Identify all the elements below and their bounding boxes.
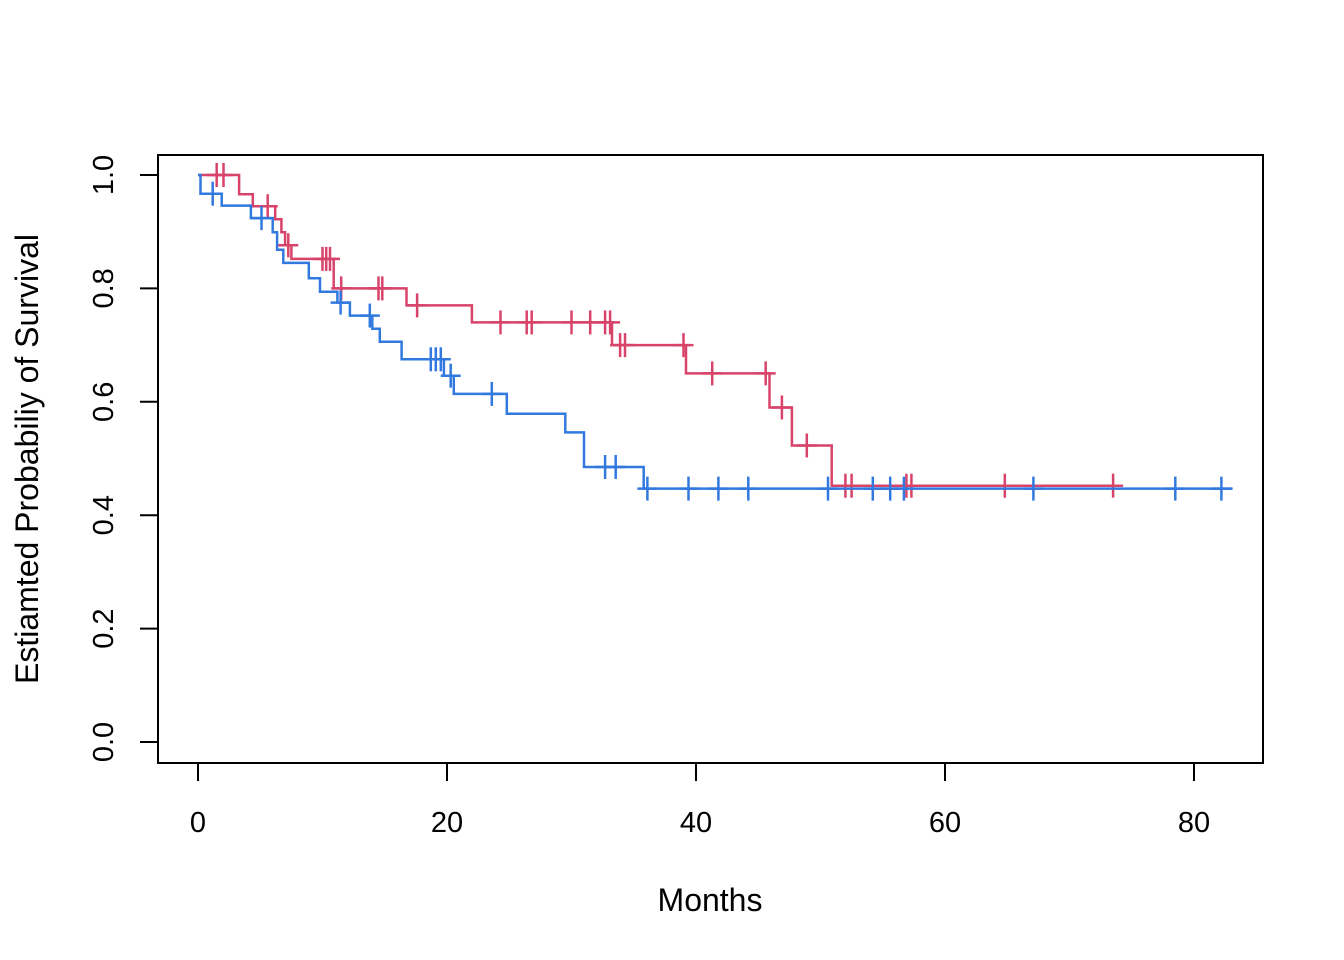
x-tick-label: 20 (431, 807, 463, 839)
y-axis-title: Estiamted Probabiliy of Survival (9, 234, 45, 684)
series-layer (198, 163, 1233, 501)
y-tick-label: 0.8 (88, 268, 120, 308)
x-tick-label: 0 (190, 807, 206, 839)
y-tick-label: 1.0 (88, 155, 120, 195)
y-tick-label: 0.6 (88, 382, 120, 422)
x-axis: 0 20 40 60 80 (190, 763, 1210, 839)
x-tick-label: 60 (929, 807, 961, 839)
x-axis-title: Months (658, 882, 763, 918)
x-tick-label: 40 (680, 807, 712, 839)
plot-box (157, 154, 1264, 764)
x-tick-label: 80 (1178, 807, 1210, 839)
survival-curve (198, 173, 1233, 490)
y-tick-label: 0.4 (88, 495, 120, 535)
y-tick-label: 0.0 (88, 722, 120, 762)
y-axis: 0.0 0.2 0.4 0.6 0.8 1.0 (88, 155, 158, 762)
series-group-blue (198, 173, 1233, 501)
survival-curve (198, 173, 1114, 487)
series-group-red (198, 163, 1124, 498)
y-tick-label: 0.2 (88, 608, 120, 648)
